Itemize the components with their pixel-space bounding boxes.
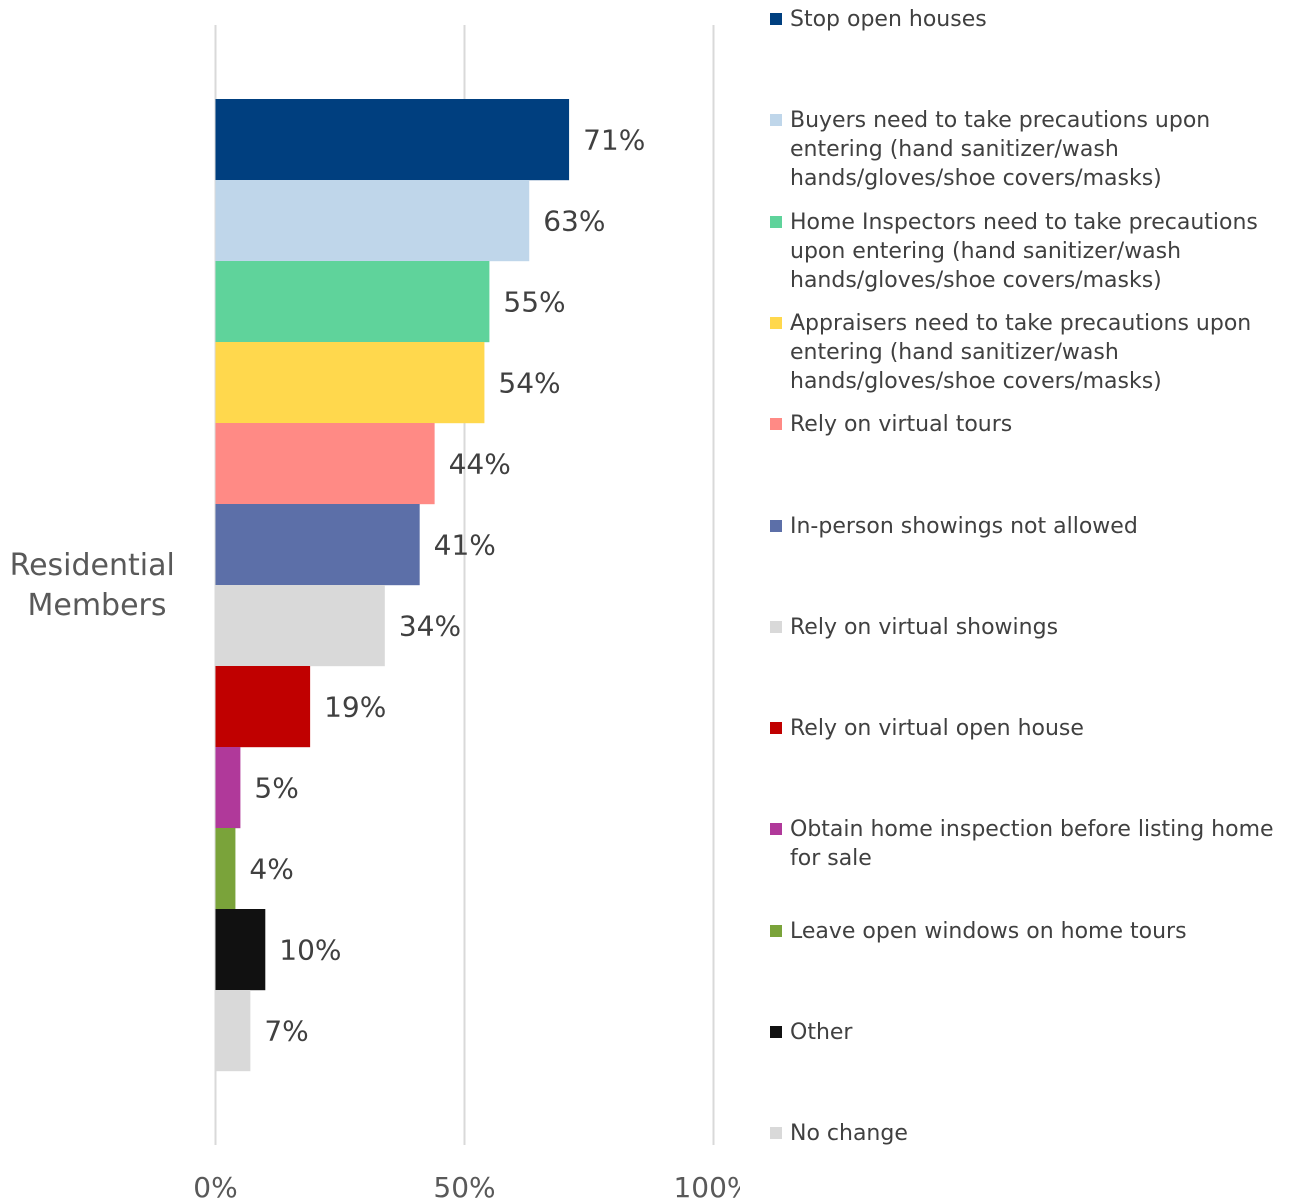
bar-group: [215, 99, 570, 1072]
legend-label: Home Inspectors need to take precautions…: [790, 209, 1258, 293]
legend-label: Buyers need to take precautions upon ent…: [790, 108, 1211, 192]
legend-swatch: [770, 418, 782, 431]
data-label: 71%: [583, 124, 645, 157]
legend-item: Rely on virtual showings: [770, 613, 1306, 642]
bar: [215, 99, 570, 181]
bar: [215, 585, 385, 667]
legend-swatch: [770, 823, 782, 836]
data-label-group: 71% 63% 55% 54% 44% 41% 34% 19% 5% 4% 10% 7%: [249, 124, 645, 1048]
legend-swatch: [770, 519, 782, 532]
legend-swatch: [770, 924, 782, 937]
data-label: 10%: [279, 934, 341, 967]
legend-label: Leave open windows on home tours: [790, 918, 1187, 944]
bar: [215, 504, 420, 586]
legend-label: In-person showings not allowed: [790, 513, 1138, 539]
legend-swatch: [770, 114, 782, 127]
legend: Stop open houses Buyers need to take prec…: [770, 0, 1310, 1201]
data-label: 34%: [399, 610, 461, 643]
legend-label: Rely on virtual tours: [790, 412, 1013, 438]
data-label: 55%: [503, 286, 565, 319]
legend-swatch: [770, 1127, 782, 1140]
data-label: 63%: [543, 205, 605, 238]
legend-item: Rely on virtual open house: [770, 714, 1306, 743]
legend-swatch: [770, 722, 782, 735]
x-tick-label: 100%: [673, 1171, 740, 1201]
data-label: 44%: [449, 448, 511, 481]
legend-label: No change: [790, 1121, 908, 1147]
legend-swatch: [770, 620, 782, 633]
category-label-line: Members: [27, 588, 166, 623]
legend-label: Rely on virtual showings: [790, 614, 1059, 640]
legend-label: Obtain home inspection before listing ho…: [790, 817, 1274, 872]
category-label: Residential Members: [10, 548, 185, 623]
bar: [215, 909, 266, 991]
legend-label: Appraisers need to take precautions upon…: [790, 310, 1252, 394]
legend-item: Other: [770, 1018, 1306, 1047]
legend-item: Stop open houses: [770, 5, 1306, 34]
data-label: 41%: [434, 529, 496, 562]
legend-swatch: [770, 13, 782, 25]
legend-item: No change: [770, 1119, 1306, 1148]
legend-swatch: [770, 215, 782, 228]
bar: [215, 423, 435, 505]
category-label-line: Residential: [10, 548, 175, 583]
legend-label: Rely on virtual open house: [790, 716, 1084, 742]
data-label: 19%: [324, 691, 386, 724]
legend-item: Leave open windows on home tours: [770, 917, 1306, 946]
bar: [215, 180, 530, 262]
legend-item: Home Inspectors need to take precautions…: [770, 208, 1306, 295]
bar: [215, 261, 490, 343]
legend-item: Rely on virtual tours: [770, 410, 1306, 439]
legend-label: Stop open houses: [790, 7, 987, 32]
data-label: 54%: [498, 367, 560, 400]
legend-item: Appraisers need to take precautions upon…: [770, 309, 1306, 396]
legend-label: Other: [790, 1020, 853, 1045]
data-label: 7%: [264, 1015, 308, 1048]
legend-swatch: [770, 316, 782, 329]
legend-item: Obtain home inspection before listing ho…: [770, 815, 1306, 873]
chart-plot: 71% 63% 55% 54% 44% 41% 34% 19% 5% 4% 10% 7% 0% 50% 1…: [10, 25, 740, 1201]
x-tick-label: 0%: [193, 1171, 237, 1201]
x-tick-label: 50%: [433, 1171, 495, 1201]
bar: [215, 666, 311, 748]
data-label: 5%: [254, 772, 298, 805]
x-axis-tick-labels: 0% 50% 100%: [193, 1171, 740, 1201]
bar: [215, 747, 241, 829]
legend-item: Buyers need to take precautions upon ent…: [770, 106, 1306, 193]
legend-item: In-person showings not allowed: [770, 512, 1306, 541]
bar: [215, 990, 251, 1072]
bar: [215, 342, 485, 424]
bar: [215, 828, 236, 910]
data-label: 4%: [249, 853, 293, 886]
legend-swatch: [770, 1026, 782, 1038]
